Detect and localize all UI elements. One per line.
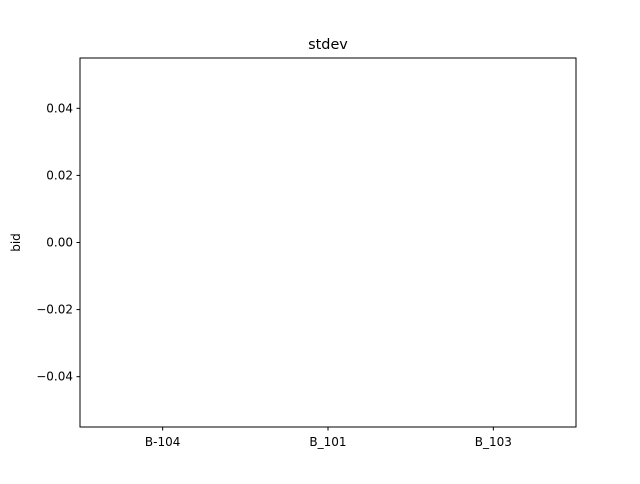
chart-title: stdev [308, 37, 348, 53]
x-tick-label: B_103 [475, 435, 512, 449]
y-tick-label: 0.02 [46, 168, 73, 182]
y-axis-label: bid [9, 233, 23, 252]
y-tick-label: −0.04 [36, 370, 73, 384]
x-tick-label: B_101 [309, 435, 346, 449]
y-tick-label: 0.04 [46, 101, 73, 115]
x-tick-label: B-104 [145, 435, 180, 449]
x-ticks-group: B-104 B_101 B_103 [145, 427, 512, 449]
y-tick-label: 0.00 [46, 236, 73, 250]
y-ticks-group: −0.04 −0.02 0.00 0.02 0.04 [36, 101, 80, 384]
y-tick-label: −0.02 [36, 303, 73, 317]
